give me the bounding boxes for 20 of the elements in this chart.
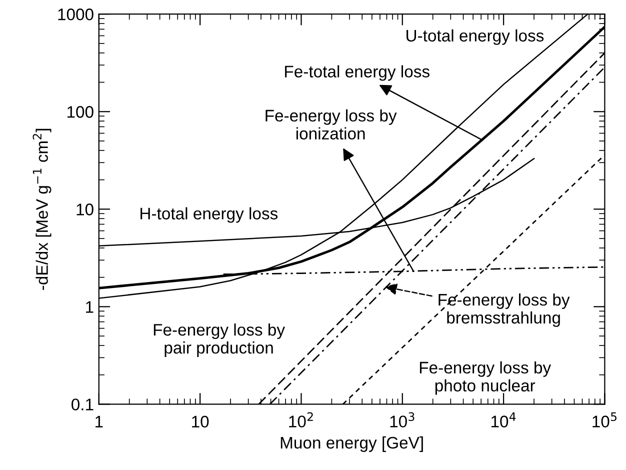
x-axis-title: Muon energy [GeV] [280, 436, 423, 452]
annotation: Fe-total energy loss [285, 65, 430, 81]
y-tick-label: 1000 [58, 8, 94, 20]
x-tick-label: 1 [96, 416, 103, 428]
x-tick-label: 10 [192, 416, 209, 428]
y-tick-label: 0.1 [72, 398, 94, 410]
annotation: Fe-energy loss by ionization [266, 109, 397, 140]
y-tick-label: 1 [86, 301, 94, 313]
y-tick-label: 100 [68, 106, 94, 118]
annotation: H-total energy loss [140, 207, 278, 223]
annotation: Fe-energy loss by photo nuclear [420, 361, 552, 395]
x-tick-label: 10$^{3}$ [390, 412, 414, 428]
x-tick-label: 10$^{4}$ [491, 412, 516, 428]
annotation: Fe-energy loss by bremsstrahlung [438, 293, 570, 327]
annotation: U-total energy loss [406, 29, 544, 45]
x-tick-label: 10$^{5}$ [592, 412, 616, 428]
annotation: Fe-energy loss by pair production [154, 323, 285, 357]
y-axis-title: -dE/dx [MeV g$^{−1}$ cm$^{2}$] [32, 128, 52, 290]
x-tick-label: 10$^{2}$ [289, 412, 313, 428]
y-tick-label: 10 [76, 204, 94, 216]
